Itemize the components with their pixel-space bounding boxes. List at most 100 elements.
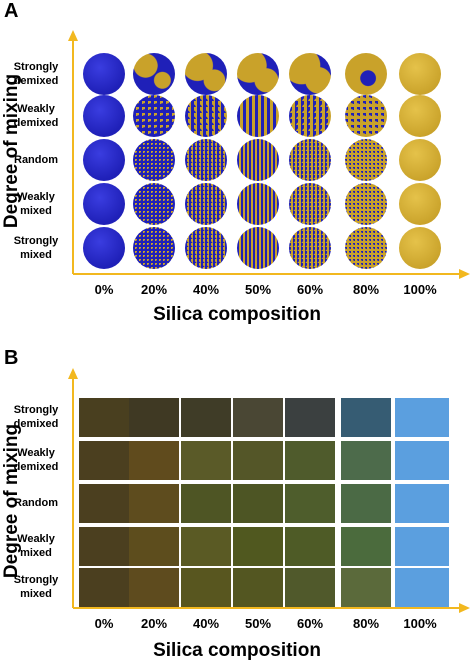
panel-a-row-label: Weakly demixed	[13, 103, 59, 129]
nanoparticle-disc	[83, 95, 125, 137]
nanoparticle-disc	[345, 227, 387, 269]
nanoparticle-disc	[399, 53, 441, 95]
color-cell	[181, 484, 231, 523]
panel-b-row-label: Weakly demixed	[13, 447, 59, 473]
panel-a-column-label: 40%	[192, 282, 220, 297]
panel-a-row-label: Random	[14, 154, 58, 166]
nanoparticle-disc	[185, 183, 227, 225]
nanoparticle-disc	[83, 53, 125, 95]
color-cell	[181, 527, 231, 566]
color-cell	[285, 484, 335, 523]
color-cell	[395, 441, 449, 480]
nanoparticle-disc	[237, 95, 279, 137]
nanoparticle-disc	[399, 139, 441, 181]
nanoparticle-disc	[289, 95, 331, 137]
nanoparticle-disc	[133, 227, 175, 269]
nanoparticle-disc	[185, 95, 227, 137]
nanoparticle-disc	[133, 95, 175, 137]
panel-a-y-axis-arrow	[68, 30, 78, 41]
panel-a-row-label: Strongly mixed	[13, 235, 59, 261]
nanoparticle-disc	[289, 183, 331, 225]
panel-b-column-label: 0%	[94, 616, 114, 631]
color-cell	[129, 527, 179, 566]
color-cell	[233, 441, 283, 480]
color-cell	[395, 484, 449, 523]
color-cell	[395, 568, 449, 607]
color-cell	[233, 484, 283, 523]
panel-b-row-label: Random	[14, 497, 58, 509]
color-cell	[181, 441, 231, 480]
color-cell	[79, 568, 129, 607]
nanoparticle-disc	[289, 227, 331, 269]
nanoparticle-disc	[237, 139, 279, 181]
panel-a-x-axis-arrow	[459, 269, 470, 279]
color-cell	[395, 398, 449, 437]
color-cell	[181, 398, 231, 437]
color-cell	[79, 441, 129, 480]
color-cell	[285, 568, 335, 607]
panel-a-column-label: 60%	[296, 282, 324, 297]
color-cell	[285, 527, 335, 566]
panel-b-column-label: 40%	[192, 616, 220, 631]
nanoparticle-disc	[289, 53, 331, 95]
panel-a-column-label: 100%	[403, 282, 437, 297]
color-cell	[129, 398, 179, 437]
nanoparticle-disc	[345, 95, 387, 137]
color-cell	[285, 398, 335, 437]
color-cell	[181, 568, 231, 607]
color-cell	[79, 484, 129, 523]
panel-b-y-axis-arrow	[68, 368, 78, 379]
nanoparticle-disc	[399, 95, 441, 137]
nanoparticle-disc	[237, 227, 279, 269]
color-cell	[129, 484, 179, 523]
panel-b-column-label: 80%	[352, 616, 380, 631]
panel-a-row-label: Weakly mixed	[17, 191, 55, 217]
panel-b-row-label: Strongly mixed	[13, 574, 59, 600]
nanoparticle-disc	[289, 139, 331, 181]
color-cell	[341, 484, 391, 523]
nanoparticle-disc	[185, 53, 227, 95]
panel-a-column-label: 20%	[140, 282, 168, 297]
nanoparticle-disc	[399, 183, 441, 225]
panel-b-row-label: Strongly demixed	[13, 404, 59, 430]
color-cell	[129, 441, 179, 480]
color-cell	[233, 398, 283, 437]
color-cell	[341, 398, 391, 437]
nanoparticle-disc	[83, 183, 125, 225]
panel-b-label: B	[4, 347, 19, 369]
nanoparticle-disc	[237, 53, 279, 95]
nanoparticle-disc	[345, 183, 387, 225]
panel-b-column-label: 60%	[296, 616, 324, 631]
panel-a-column-label: 50%	[244, 282, 272, 297]
color-cell	[129, 568, 179, 607]
nanoparticle-disc	[345, 53, 387, 95]
panel-a-column-label: 0%	[94, 282, 114, 297]
panel-b-column-label: 20%	[140, 616, 168, 631]
nanoparticle-disc	[83, 227, 125, 269]
nanoparticle-disc	[345, 139, 387, 181]
nanoparticle-disc	[133, 183, 175, 225]
panel-b-x-axis-arrow	[459, 603, 470, 613]
nanoparticle-disc	[399, 227, 441, 269]
color-cell	[341, 568, 391, 607]
nanoparticle-disc	[185, 139, 227, 181]
panel-b-row-label: Weakly mixed	[17, 533, 55, 559]
panel-b-x-axis-label: Silica composition	[153, 640, 321, 661]
color-cell	[233, 527, 283, 566]
color-cell	[233, 568, 283, 607]
color-cell	[395, 527, 449, 566]
panel-a-row-label: Strongly demixed	[13, 61, 59, 87]
panel-b-column-label: 50%	[244, 616, 272, 631]
nanoparticle-disc	[133, 53, 175, 95]
color-cell	[341, 527, 391, 566]
nanoparticle-disc	[237, 183, 279, 225]
panel-a-column-label: 80%	[352, 282, 380, 297]
nanoparticle-disc	[133, 139, 175, 181]
panel-b-column-label: 100%	[403, 616, 437, 631]
color-cell	[285, 441, 335, 480]
color-cell	[79, 527, 129, 566]
color-cell	[79, 398, 129, 437]
panel-a-x-axis-label: Silica composition	[153, 304, 321, 325]
color-cell	[341, 441, 391, 480]
